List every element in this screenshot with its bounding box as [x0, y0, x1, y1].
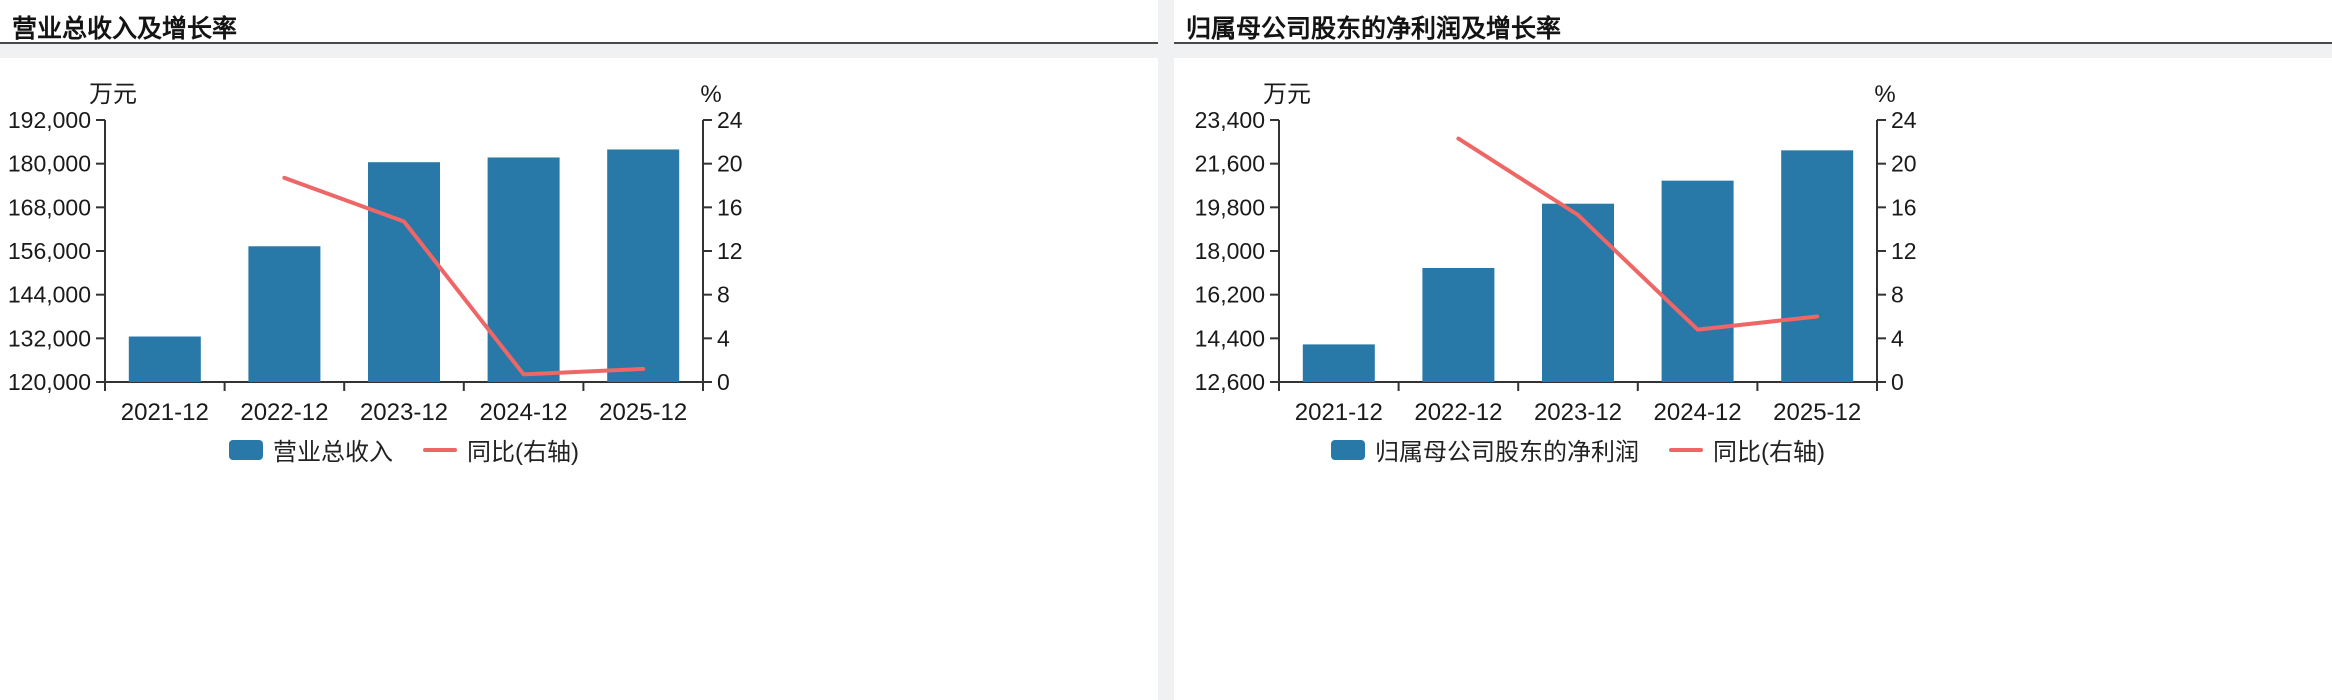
x-axis-category-label: 2025-12 — [1773, 399, 1861, 426]
net-profit-chart-title: 归属母公司股东的净利润及增长率 — [1186, 15, 1562, 43]
bar[interactable] — [248, 246, 321, 382]
legend-item-line-series[interactable]: 同比(右轴) — [1669, 432, 1825, 467]
bar[interactable] — [128, 336, 201, 382]
legend-label: 归属母公司股东的净利润 — [1375, 439, 1639, 466]
panel-net-profit: 归属母公司股东的净利润及增长率 万元% 12,600 14,400 16,200 18,… — [1174, 0, 2332, 700]
y-axis-left-tick-label: 14,400 — [1195, 325, 1265, 351]
bar[interactable] — [607, 149, 680, 382]
y-axis-left-tick-label: 144,000 — [8, 282, 91, 308]
legend-line-swatch — [1669, 447, 1703, 452]
y-axis-right-tick-label: 20 — [1891, 151, 1917, 177]
legend-item-bar-series[interactable]: 归属母公司股东的净利润 — [1331, 432, 1639, 467]
bar[interactable] — [368, 162, 440, 382]
bar[interactable] — [1542, 203, 1614, 382]
y-axis-right-tick-label: 24 — [717, 107, 743, 133]
y-axis-left-tick-label: 23,400 — [1195, 107, 1265, 133]
bar[interactable] — [1302, 344, 1375, 382]
y-axis-right-tick-label: 12 — [1891, 238, 1917, 264]
net-profit-chart: 万元 % 12,600 14,400 16,200 18,000 19,800 21,600 2… — [1195, 81, 1917, 426]
bar[interactable] — [1661, 180, 1734, 382]
revenue-title-bar: 营业总收入及增长率 — [0, 0, 1158, 44]
net-profit-legend: 归属母公司股东的净利润 同比(右轴) — [1279, 432, 1877, 467]
revenue-legend: 营业总收入 同比(右轴) — [105, 432, 703, 467]
y-axis-left-tick-label: 12,600 — [1195, 369, 1265, 395]
legend-bar-swatch — [1331, 439, 1365, 460]
bar[interactable] — [1422, 267, 1495, 382]
y-axis-right-tick-label: 4 — [1891, 325, 1904, 351]
y-axis-right-tick-label: 16 — [717, 194, 743, 220]
left-axis-unit: 万元 — [89, 81, 137, 108]
x-axis-category-label: 2023-12 — [1534, 399, 1622, 426]
x-axis-category-label: 2021-12 — [121, 399, 209, 426]
legend-item-bar-series[interactable]: 营业总收入 — [229, 432, 393, 467]
y-axis-right-tick-label: 8 — [717, 282, 730, 308]
legend-label: 营业总收入 — [273, 439, 393, 466]
panel-revenue: 营业总收入及增长率 万元% 120,000 132,000 144,000 156,00… — [0, 0, 1158, 700]
right-axis-unit: % — [700, 81, 721, 108]
legend-label: 同比(右轴) — [1713, 439, 1825, 466]
y-axis-left-tick-label: 120,000 — [8, 369, 91, 395]
revenue-chart-card: 万元% 120,000 132,000 144,000 156,000 168,000 18… — [0, 58, 1158, 700]
revenue-chart-title: 营业总收入及增长率 — [12, 15, 238, 43]
x-axis-category-label: 2023-12 — [360, 399, 448, 426]
y-axis-left-tick-label: 19,800 — [1195, 194, 1265, 220]
legend-item-line-series[interactable]: 同比(右轴) — [423, 432, 579, 467]
legend-bar-swatch — [229, 439, 263, 460]
y-axis-right-tick-label: 8 — [1891, 282, 1904, 308]
trend-line[interactable] — [282, 175, 646, 377]
y-axis-left-tick-label: 192,000 — [8, 107, 91, 133]
net-profit-title-bar: 归属母公司股东的净利润及增长率 — [1174, 0, 2332, 44]
trend-line[interactable] — [1456, 136, 1820, 332]
y-axis-left-tick-label: 16,200 — [1195, 282, 1265, 308]
y-axis-left-tick-label: 156,000 — [8, 238, 91, 264]
y-axis-right-tick-label: 4 — [717, 325, 730, 351]
right-axis-unit: % — [1874, 81, 1895, 108]
x-axis-category-label: 2022-12 — [1414, 399, 1502, 426]
legend-line-swatch — [423, 447, 457, 452]
y-axis-right-tick-label: 0 — [1891, 369, 1904, 395]
y-axis-right-tick-label: 20 — [717, 151, 743, 177]
y-axis-left-tick-label: 168,000 — [8, 194, 91, 220]
revenue-chart: 万元 % 120,000 132,000 144,000 156,000 168,000 18… — [8, 81, 743, 426]
net-profit-chart-card: 万元% 12,600 14,400 16,200 18,000 19,800 21,600 2… — [1174, 58, 2332, 700]
x-axis-category-label: 2022-12 — [240, 399, 328, 426]
x-axis-category-label: 2021-12 — [1295, 399, 1383, 426]
y-axis-right-tick-label: 0 — [717, 369, 730, 395]
y-axis-left-tick-label: 21,600 — [1195, 151, 1265, 177]
y-axis-left-tick-label: 132,000 — [8, 325, 91, 351]
y-axis-right-tick-label: 12 — [717, 238, 743, 264]
y-axis-left-tick-label: 180,000 — [8, 151, 91, 177]
x-axis-category-label: 2024-12 — [480, 399, 568, 426]
left-axis-unit: 万元 — [1263, 81, 1311, 108]
y-axis-right-tick-label: 16 — [1891, 194, 1917, 220]
bar[interactable] — [487, 157, 560, 382]
y-axis-left-tick-label: 18,000 — [1195, 238, 1265, 264]
bar[interactable] — [1781, 150, 1854, 382]
legend-label: 同比(右轴) — [467, 439, 579, 466]
x-axis-category-label: 2025-12 — [599, 399, 687, 426]
y-axis-right-tick-label: 24 — [1891, 107, 1917, 133]
x-axis-category-label: 2024-12 — [1654, 399, 1742, 426]
